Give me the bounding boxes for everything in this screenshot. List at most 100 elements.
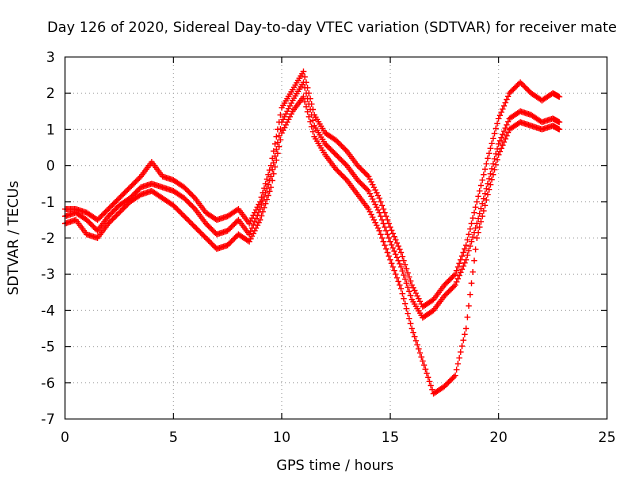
track-3-sample-point [102,208,109,215]
track-2-sample-point [372,219,379,226]
track-2-sample-point [193,225,200,232]
track-3-sample-point [396,246,403,253]
track-2-sample-point [334,167,341,174]
track-1-sample-point [265,181,272,188]
track-2-point [224,242,231,249]
track-3-sample-point [465,231,472,238]
track-2-sample-point [106,219,113,226]
track-1-sample-point [465,247,472,254]
track-3-sample-point [519,82,526,89]
track-3-sample-point [414,292,421,299]
track-3-sample-point [254,204,261,211]
track-1-sample-point [132,189,139,196]
track-3-sample-point [234,206,241,213]
track-2-sample-point [175,207,182,214]
track-2-sample-point [338,171,345,178]
track-1-sample-point [383,227,390,234]
track-3-sample-point [513,83,520,90]
track-2-sample-point [400,295,407,302]
track-2-sample-point [453,366,460,373]
track-3-sample-point [339,144,346,151]
data-points [62,68,563,397]
track-1-point [473,220,480,227]
track-2-point [333,166,339,173]
track-2-sample-point [189,221,196,228]
track-3-sample-point [384,216,391,223]
track-2-sample-point [341,174,348,181]
track-3-sample-point [400,257,407,264]
track-3-point [387,224,394,231]
track-1-point [224,227,231,234]
track-3-point [267,162,274,169]
track-1-sample-point [444,290,451,297]
track-3-sample-point [106,204,113,211]
track-3-sample-point [372,187,379,194]
track-2-point [463,325,470,332]
track-3-sample-point [128,182,135,189]
track-1-sample-point [403,280,410,287]
track-1-sample-point [357,179,364,186]
track-1-sample-point [380,220,387,227]
track-2-point [376,227,383,234]
track-2-sample-point [486,186,493,193]
track-3-sample-point [492,125,499,132]
track-1-sample-point [469,234,476,241]
track-2-sample-point [182,214,189,221]
track-2-sample-point [429,386,436,393]
track-3-sample-point [479,177,486,184]
track-1-sample-point [456,272,463,279]
y-tick-label: 2 [46,86,55,102]
track-1-sample-point [186,200,193,207]
axis-ticks: 0 5 10 15 20 25 -7 -6 -5 -4 -3 -2 -1 0 1 2 3 [41,50,616,446]
track-2-sample-point [120,205,127,212]
track-2-sample-point [108,217,115,224]
track-1-sample-point [396,260,403,267]
track-3-sample-point [456,260,463,267]
track-3-sample-point [97,214,104,221]
track-3-sample-point [487,145,494,152]
track-3-sample-point [461,245,468,252]
track-3-sample-point [185,188,192,195]
track-1-sample-point [87,220,94,227]
track-2-sample-point [109,216,116,223]
track-2-sample-point [385,253,392,260]
track-2-sample-point [459,343,466,350]
track-3-sample-point [186,189,193,196]
track-1-sample-point [108,210,115,217]
track-2-sample-point [379,235,386,241]
track-3-sample-point [454,263,461,270]
track-2-sample-point [206,239,213,246]
track-2-sample-point [445,379,452,386]
track-3-sample-point [521,83,528,90]
track-2-sample-point [272,163,279,170]
track-3-sample-point [188,191,195,198]
chart-title: Day 126 of 2020, Sidereal Day-to-day VTE… [47,20,617,36]
track-1-sample-point [384,231,391,238]
track-1-sample-point [189,203,196,210]
track-2-sample-point [476,224,483,231]
track-2-point [556,126,563,133]
track-3-point [105,206,112,213]
track-3-sample-point [99,211,106,218]
y-axis-label: SDTVAR / TECUs [6,181,22,296]
track-2-sample-point [406,315,413,322]
track-3-sample-point [467,225,474,232]
track-3-sample-point [402,261,409,268]
track-1-sample-point [461,259,468,266]
track-2-point [116,209,123,216]
track-3-point [408,282,415,289]
track-2-sample-point [482,202,489,209]
track-3-sample-point [113,197,120,204]
track-2-point [257,216,264,223]
track-1-sample-point [281,113,288,120]
track-2-sample-point [270,170,277,177]
track-1-sample-point [483,185,490,192]
track-1-sample-point [372,201,379,208]
track-1-sample-point [231,220,238,227]
track-2-sample-point [304,108,311,115]
track-3-sample-point [309,106,316,113]
track-3-sample-point [464,236,471,243]
track-3-sample-point [114,196,121,203]
track-2-sample-point [262,200,269,207]
